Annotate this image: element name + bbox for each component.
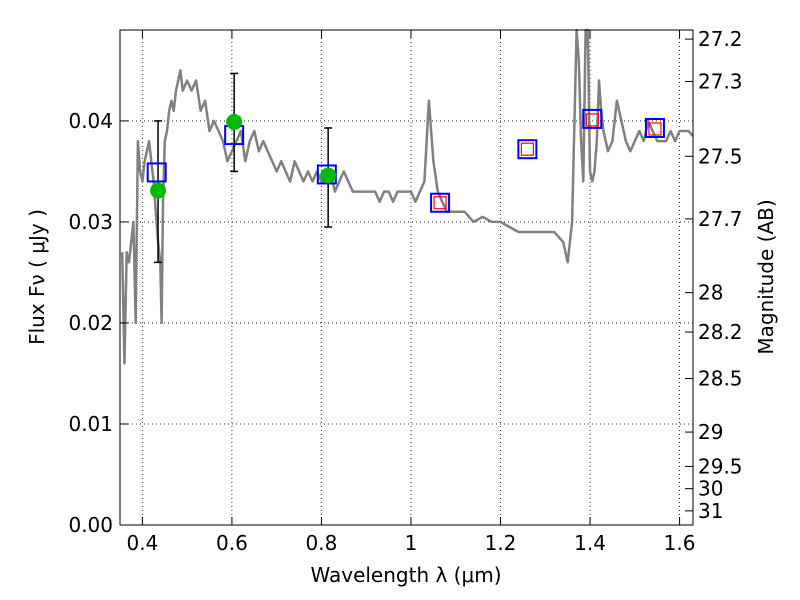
mag-tick-label: 27.2 [698,27,743,51]
optical-point-marker [150,182,167,199]
mag-tick-label: 27.5 [698,144,743,168]
nir-point-marker [648,122,662,136]
optical-point-marker [226,113,243,130]
y-tick-label: 0.04 [68,109,113,133]
plot-frame [119,29,694,526]
y-tick-label: 0.01 [68,412,113,436]
mag-tick-label: 27.3 [698,70,743,94]
y-tick-label: 0.02 [68,311,113,335]
mag-tick-label: 28.5 [698,367,743,391]
x-axis-title: Wavelength λ (μm) [310,563,501,587]
marker-layer [146,108,665,213]
x-tick-label: 1.2 [485,531,517,555]
grid-lines [120,30,693,526]
mag-tick-label: 30 [698,477,723,501]
model-point-marker [517,139,538,160]
model-point-marker [644,117,665,138]
spectrum-layer [120,28,694,365]
model-point-marker [146,162,167,183]
mag-tick-label: 31 [698,499,723,523]
nir-point-marker [585,113,599,127]
optical-point-marker [320,167,337,184]
y-tick-label: 0.00 [68,513,113,537]
x-tick-label: 0.8 [306,531,338,555]
nir-point-marker [433,196,447,210]
x-tick-label: 0.6 [216,531,248,555]
y-axis-title: Flux Fν ( μJy ) [25,209,49,345]
x-tick-label: 1.6 [664,531,696,555]
mag-tick-label: 29 [698,420,723,444]
tick-labels: 0.4 0.6 0.8 1 1.2 1.4 1.6 0.00 0.01 0.02 0.03 0.04 2… [68,27,742,555]
y-axis-right-title: Magnitude (AB) [754,199,778,354]
x-tick-label: 1 [405,531,418,555]
tick-layer [120,30,693,526]
y-tick-label: 0.03 [68,210,113,234]
template-spectrum-line [120,28,694,365]
mag-tick-label: 27.7 [698,207,743,231]
mag-tick-label: 29.5 [698,454,743,478]
nir-point-marker [520,142,534,156]
x-tick-label: 1.4 [574,531,606,555]
model-point-marker [582,108,603,129]
mag-tick-label: 28 [698,281,723,305]
model-point-marker [430,192,451,213]
mag-tick-label: 28.2 [698,320,743,344]
x-tick-label: 0.4 [126,531,158,555]
